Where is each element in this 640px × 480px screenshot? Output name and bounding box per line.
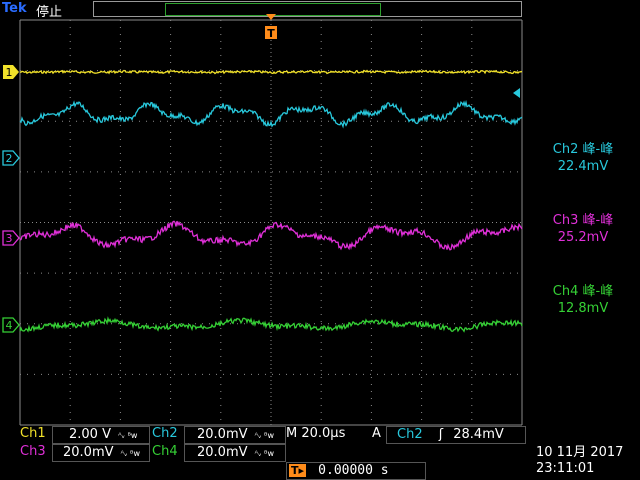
date-label: 10 11月 2017 [536, 445, 624, 460]
channel-markers: 1 2 3 4 [2, 65, 20, 333]
channel-marker-shape [2, 150, 20, 166]
ch4-scale-box[interactable]: 20.0mV ᴬᵥ ᴮw [184, 444, 286, 462]
measurement-ch2: Ch2 峰-峰 22.4mV [528, 141, 638, 175]
trigger-slope-icon: ʃ [438, 427, 444, 442]
measurement-ch4: Ch4 峰-峰 12.8mV [528, 283, 638, 317]
ch3-scale: 20.0mV [63, 445, 114, 460]
trigger-level-icon[interactable] [511, 84, 521, 103]
channel-marker-label: 2 [6, 152, 13, 165]
channel-marker-shape [2, 317, 20, 333]
channel-marker-label: 1 [6, 66, 13, 79]
channel-marker-shape [2, 230, 20, 246]
measurement-value: 22.4mV [557, 159, 609, 174]
channel-marker-4[interactable]: 4 [2, 317, 20, 333]
channel-marker-shape [3, 65, 19, 79]
brand-logo: Tek [2, 1, 27, 16]
bandwidth-icon: ᴬᵥ ᴮw [118, 431, 138, 440]
ch1-scale-box[interactable]: 2.00 V ᴬᵥ ᴮw [52, 426, 150, 444]
channel-marker-label: 4 [6, 319, 13, 332]
measurement-title: Ch4 峰-峰 [552, 284, 614, 299]
time-label: 23:11:01 [536, 461, 595, 476]
ch4-trace [19, 316, 523, 333]
ch2-label[interactable]: Ch2 [152, 426, 178, 441]
channel-marker-label: 3 [6, 232, 13, 245]
bandwidth-icon: ᴬᵥ ᴮw [120, 449, 140, 458]
ch3-scale-box[interactable]: 20.0mV ᴬᵥ ᴮw [52, 444, 150, 462]
horizontal-position-icon: T▸ [289, 464, 307, 477]
horizontal-position-value: 0.00000 s [318, 463, 389, 478]
ch1-trace [19, 69, 523, 75]
ch2-trace [19, 99, 523, 129]
trigger-settings-box[interactable]: Ch2 ʃ 28.4mV [386, 426, 526, 444]
ch3-trace [19, 220, 523, 251]
measurement-ch3: Ch3 峰-峰 25.2mV [528, 212, 638, 246]
run-state-label: 停止 [36, 5, 63, 20]
trigger-level: 28.4mV [453, 427, 504, 442]
waveform-display[interactable]: 1 2 3 4 [0, 0, 640, 430]
bandwidth-icon: ᴬᵥ ᴮw [254, 449, 274, 458]
timebase[interactable]: M 20.0µs [286, 426, 346, 441]
trigger-position-icon[interactable]: T [264, 14, 278, 44]
trigger-mode[interactable]: A [372, 426, 381, 441]
ch4-scale: 20.0mV [197, 445, 248, 460]
ch1-label[interactable]: Ch1 [20, 426, 46, 441]
channel-marker-2[interactable]: 2 [2, 150, 20, 166]
ch4-label[interactable]: Ch4 [152, 444, 178, 459]
ch2-scale-box[interactable]: 20.0mV ᴬᵥ ᴮw [184, 426, 286, 444]
horizontal-position-box[interactable]: T▸ 0.00000 s [286, 462, 426, 480]
trace-layer [19, 69, 523, 333]
date-time: 10 11月 2017 23:11:01 [536, 445, 623, 477]
graticule [19, 19, 523, 426]
channel-marker-1[interactable]: 1 [3, 65, 19, 79]
channel-marker-3[interactable]: 3 [2, 230, 20, 246]
record-length-bar [93, 1, 522, 17]
measurement-title: Ch3 峰-峰 [552, 213, 614, 228]
trigger-source: Ch2 [397, 427, 423, 442]
ch3-label[interactable]: Ch3 [20, 444, 46, 459]
ch1-scale: 2.00 V [69, 427, 111, 442]
measurement-value: 12.8mV [557, 301, 609, 316]
measurement-value: 25.2mV [557, 230, 609, 245]
ch2-scale: 20.0mV [197, 427, 248, 442]
measurement-title: Ch2 峰-峰 [552, 142, 614, 157]
trigger-marker-label: T [267, 27, 275, 40]
bandwidth-icon: ᴬᵥ ᴮw [254, 431, 274, 440]
